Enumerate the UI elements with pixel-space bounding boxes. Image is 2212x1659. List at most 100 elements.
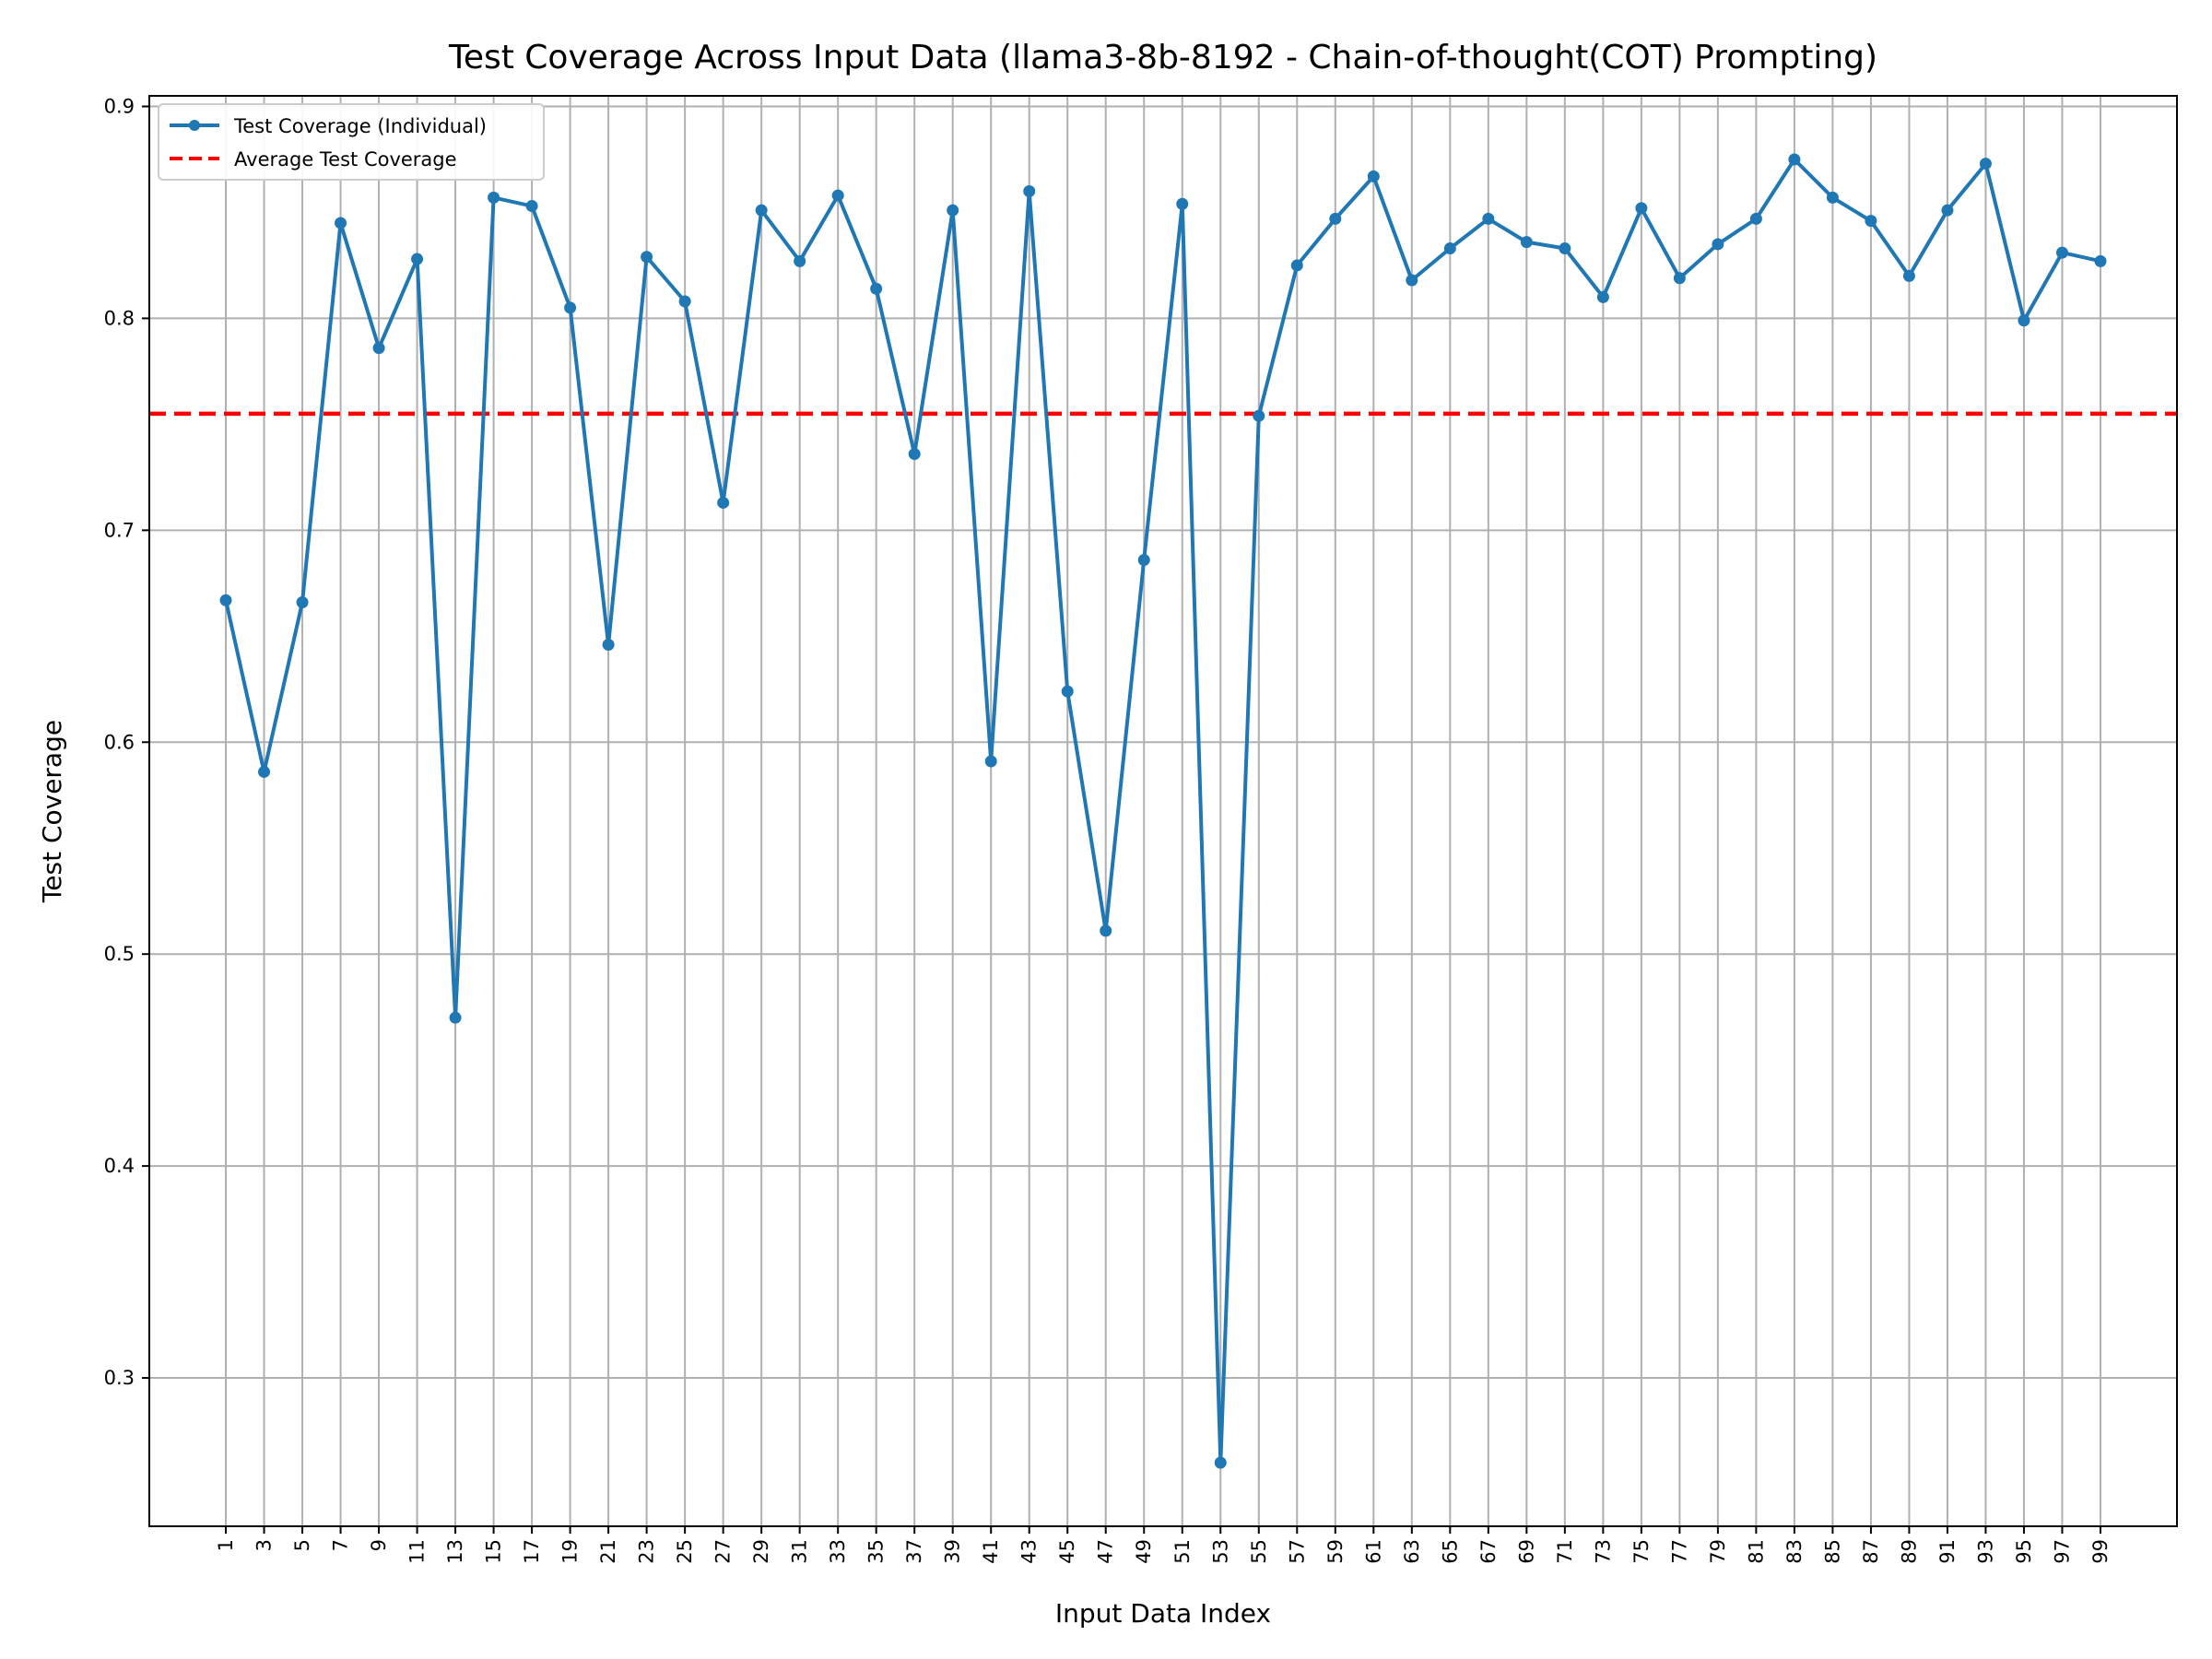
x-tick-label: 43 xyxy=(1018,1539,1041,1564)
data-point xyxy=(1214,1456,1227,1469)
x-tick-label: 97 xyxy=(2051,1539,2073,1564)
x-tick-label: 15 xyxy=(483,1539,505,1564)
data-point xyxy=(488,191,500,204)
data-point xyxy=(678,295,691,308)
y-tick-label: 0.4 xyxy=(104,1155,135,1177)
data-point xyxy=(1482,212,1495,225)
x-tick-label: 47 xyxy=(1095,1539,1117,1564)
x-tick-label: 5 xyxy=(291,1539,313,1551)
data-point xyxy=(870,282,883,295)
data-point xyxy=(1712,238,1724,251)
data-point xyxy=(1443,242,1456,255)
y-tick-label: 0.7 xyxy=(104,519,135,541)
data-point xyxy=(1253,409,1265,422)
x-tick-label: 31 xyxy=(789,1539,811,1564)
data-point xyxy=(1788,153,1801,166)
series-line-individual xyxy=(224,158,2101,1465)
x-tick-label: 65 xyxy=(1439,1539,1461,1564)
y-tick-label: 0.6 xyxy=(104,731,135,753)
data-point xyxy=(1406,274,1418,287)
data-point xyxy=(641,251,653,264)
x-tick-label: 11 xyxy=(406,1539,429,1564)
x-axis-label: Input Data Index xyxy=(1055,1598,1271,1629)
x-tick-label: 3 xyxy=(253,1539,276,1551)
legend-box xyxy=(158,103,545,181)
x-tick-label: 21 xyxy=(597,1539,619,1564)
x-tick-label: 19 xyxy=(559,1539,582,1564)
x-tick-label: 69 xyxy=(1515,1539,1537,1564)
data-point xyxy=(908,448,921,461)
x-tick-label: 81 xyxy=(1745,1539,1767,1564)
data-point xyxy=(1023,184,1036,197)
x-tick-label: 39 xyxy=(942,1539,964,1564)
x-tick-label: 41 xyxy=(980,1539,1002,1564)
x-tick-label: 29 xyxy=(750,1539,772,1564)
data-point xyxy=(755,204,768,217)
x-tick-label: 61 xyxy=(1362,1539,1384,1564)
axis-ticks: 1 3 5 7 9 11 13 15 17 19 21 23 25 27 29 31 33 35 37 39 41 43 4… xyxy=(104,95,2112,1563)
data-point xyxy=(296,596,309,609)
x-tick-label: 45 xyxy=(1056,1539,1078,1564)
data-point xyxy=(1176,197,1189,210)
x-tick-label: 63 xyxy=(1401,1539,1423,1564)
grid xyxy=(149,96,2177,1526)
data-point xyxy=(525,200,538,213)
x-tick-label: 55 xyxy=(1248,1539,1270,1564)
data-point xyxy=(1329,212,1342,225)
data-point xyxy=(411,253,424,265)
x-tick-label: 85 xyxy=(1821,1539,1843,1564)
y-tick-label: 0.3 xyxy=(104,1367,135,1389)
data-point xyxy=(1290,259,1303,272)
x-tick-label: 89 xyxy=(1898,1539,1920,1564)
chart-title: Test Coverage Across Input Data (llama3-… xyxy=(448,39,1877,76)
series-layer xyxy=(219,153,2107,1469)
data-point xyxy=(1137,554,1150,567)
x-tick-label: 67 xyxy=(1477,1539,1500,1564)
x-tick-label: 13 xyxy=(444,1539,466,1564)
data-point xyxy=(449,1011,462,1024)
data-point xyxy=(1100,924,1112,937)
x-tick-label: 95 xyxy=(2013,1539,2035,1564)
data-point xyxy=(564,301,577,314)
data-point xyxy=(2055,246,2068,259)
data-point xyxy=(717,496,730,509)
y-tick-label: 0.5 xyxy=(104,943,135,965)
data-point xyxy=(1635,202,1648,215)
x-tick-label: 51 xyxy=(1171,1539,1194,1564)
x-tick-label: 37 xyxy=(903,1539,925,1564)
data-point xyxy=(1902,269,1915,282)
data-point xyxy=(372,342,385,355)
x-tick-label: 99 xyxy=(2089,1539,2112,1564)
data-point xyxy=(1367,170,1380,182)
x-tick-label: 57 xyxy=(1286,1539,1308,1564)
data-point xyxy=(1865,215,1877,228)
legend-label-average: Average Test Coverage xyxy=(234,148,457,171)
data-point xyxy=(794,254,806,267)
data-point xyxy=(2094,254,2107,267)
x-tick-label: 23 xyxy=(636,1539,658,1564)
data-point xyxy=(1941,204,1954,217)
data-point xyxy=(602,639,615,652)
data-point xyxy=(984,755,997,768)
data-point xyxy=(1596,290,1609,303)
legend-label-individual: Test Coverage (Individual) xyxy=(233,115,487,137)
data-point xyxy=(1826,191,1839,204)
x-tick-label: 27 xyxy=(712,1539,735,1564)
data-point xyxy=(1673,272,1686,285)
data-point xyxy=(219,594,232,606)
x-tick-label: 83 xyxy=(1783,1539,1806,1564)
data-point xyxy=(831,189,844,202)
y-axis-label: Test Coverage xyxy=(37,720,67,903)
x-tick-label: 75 xyxy=(1630,1539,1653,1564)
x-tick-label: 9 xyxy=(368,1539,390,1551)
x-tick-label: 91 xyxy=(1936,1539,1959,1564)
data-point xyxy=(335,217,347,229)
x-tick-label: 25 xyxy=(674,1539,696,1564)
y-tick-label: 0.9 xyxy=(104,95,135,117)
data-point xyxy=(947,204,959,217)
data-point xyxy=(258,765,271,778)
data-point xyxy=(1749,212,1762,225)
x-tick-label: 73 xyxy=(1592,1539,1614,1564)
x-tick-label: 35 xyxy=(865,1539,888,1564)
